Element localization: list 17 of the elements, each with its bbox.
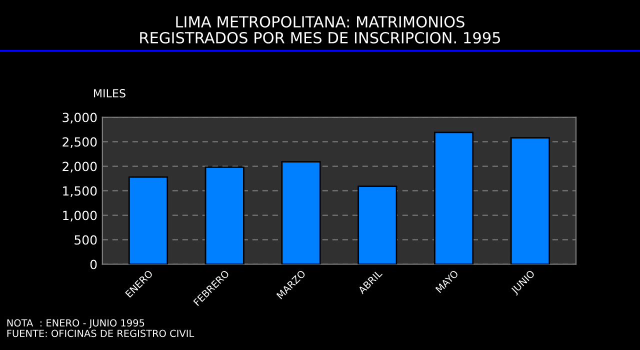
source-note: FUENTE: OFICINAS DE REGISTRO CIVIL [7,330,194,338]
bar [510,137,550,264]
y-axis-title: MILES [94,89,126,98]
chart-title: LIMA METROPOLITANA: MATRIMONIOS REGISTRADOS POR MES DE INSCRIPCION. 1995 [140,16,500,44]
y-tick-label: 3,000 [62,112,97,124]
bar [128,176,168,264]
bar [281,161,321,264]
y-tick-label: 1,500 [63,186,97,197]
bar [204,166,244,264]
text: NOTA : ENERO - JUNIO 1995 [7,319,144,328]
bar [358,186,398,264]
y-tick-label: 2,000 [62,162,97,172]
y-tick-label: 0 [90,260,97,270]
y-tick-label: 2,500 [62,137,97,148]
bar [434,132,474,264]
y-tick-label: 1,000 [63,210,97,222]
y-tick-label: 500 [74,235,97,245]
